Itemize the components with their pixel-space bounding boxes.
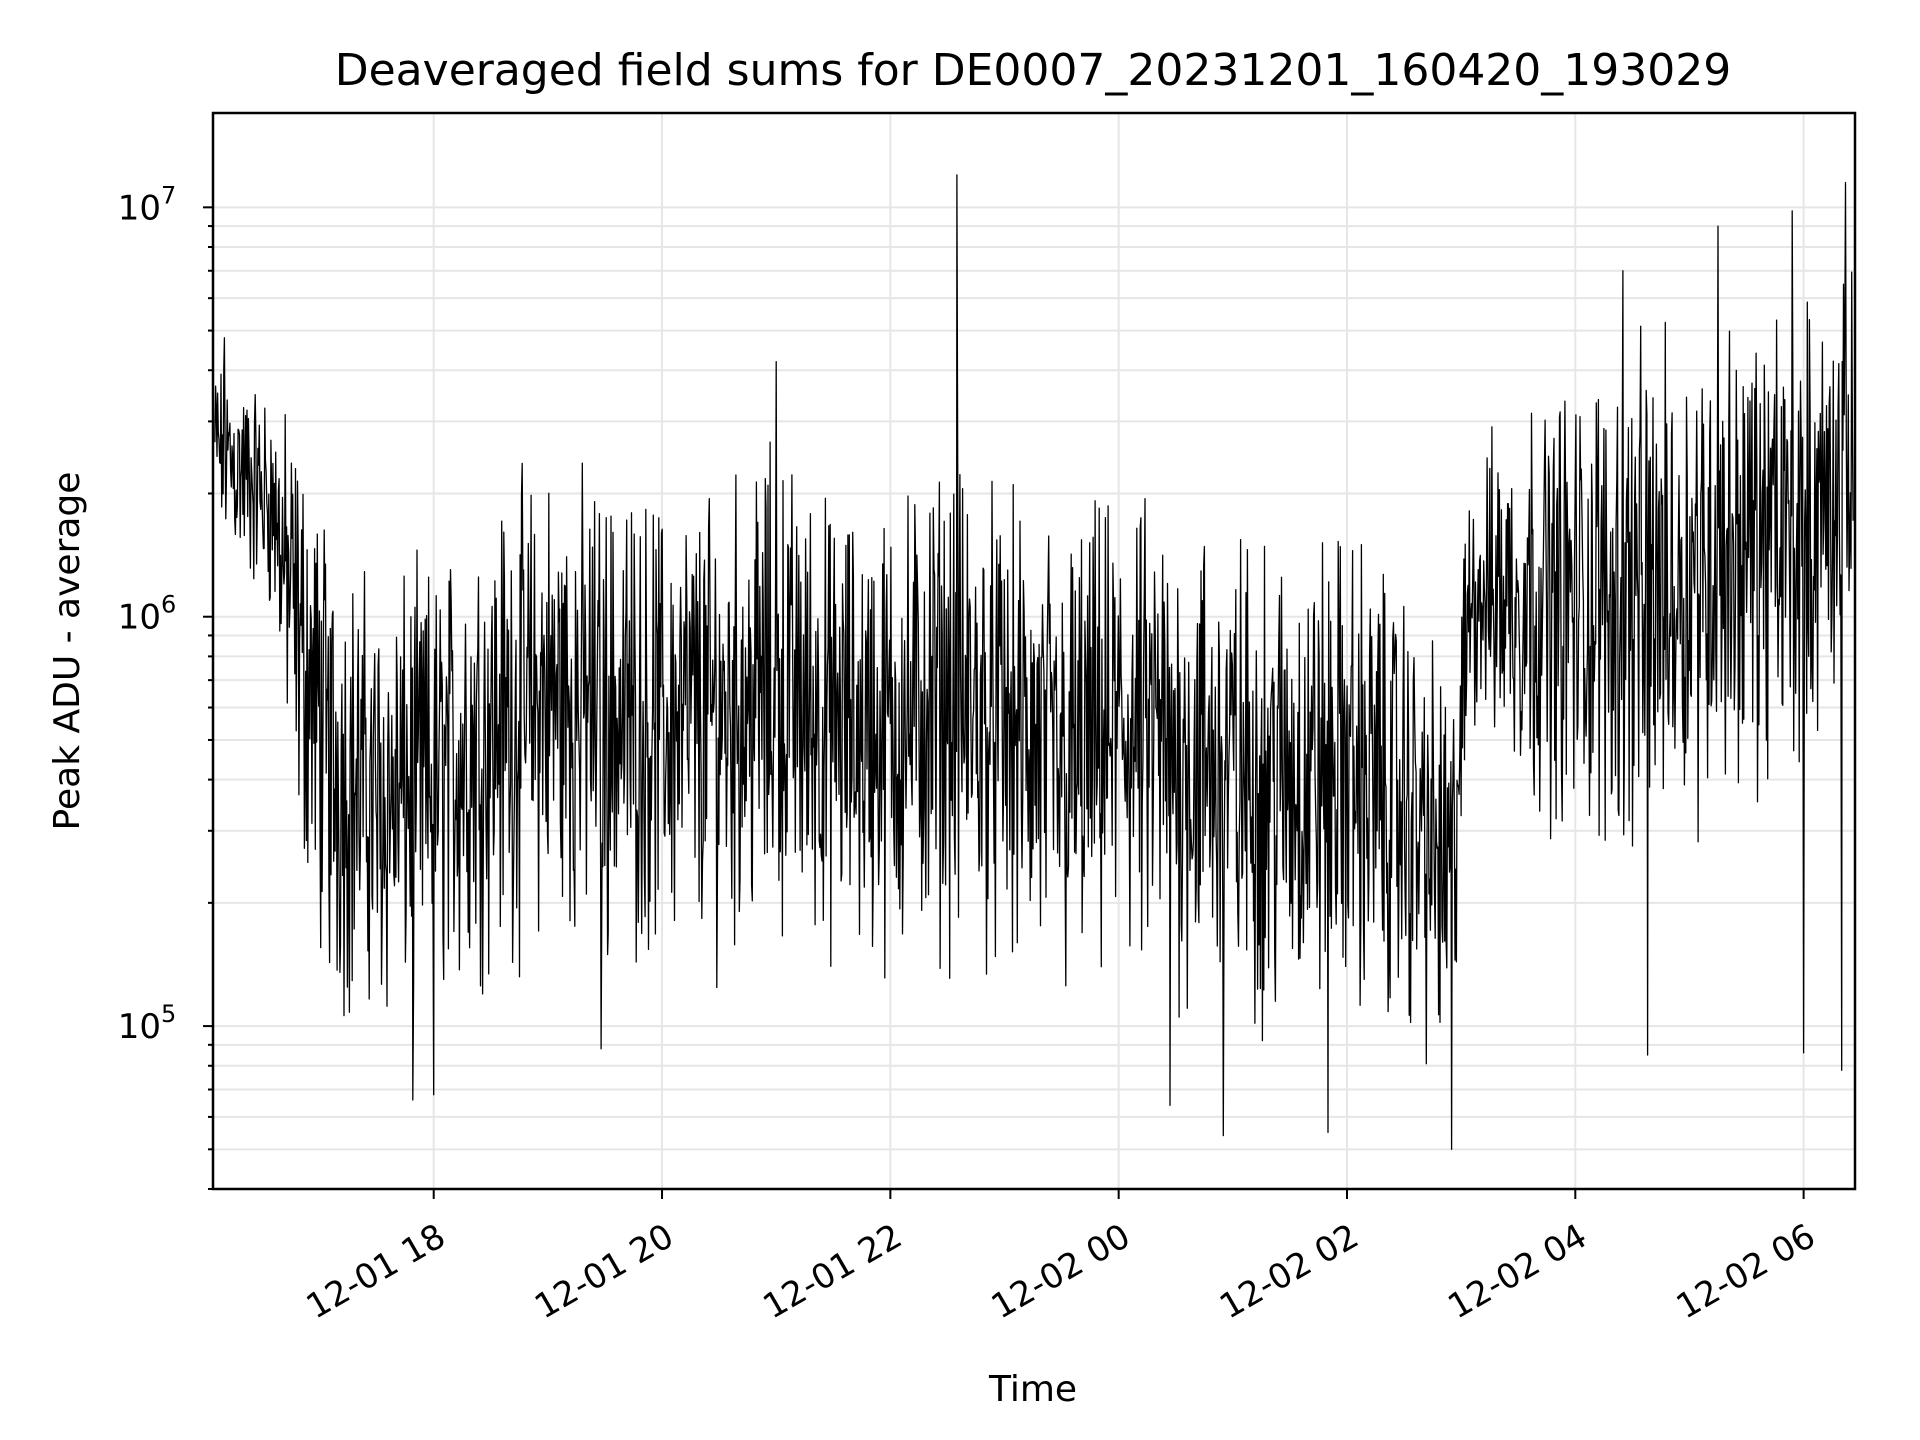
plot-frame	[211, 111, 1857, 1191]
x-tick-label: 12-02 02	[1213, 1216, 1365, 1327]
chart-title: Deaveraged field sums for DE0007_2023120…	[335, 45, 1732, 96]
x-tick-label: 12-02 06	[1670, 1216, 1822, 1327]
y-axis: 105 106 107	[118, 181, 213, 1190]
x-tick-label: 12-01 20	[528, 1216, 680, 1327]
y-axis-label: Peak ADU - average	[47, 472, 88, 831]
x-tick-label: 12-01 22	[756, 1216, 908, 1327]
y-tick-label: 105	[118, 1000, 177, 1047]
x-axis: 12-01 18 12-01 20 12-01 22 12-02 00 12-02 02…	[300, 1189, 1822, 1327]
y-tick-label: 107	[118, 181, 177, 228]
series-line	[214, 174, 1854, 1150]
x-tick-label: 12-01 18	[300, 1216, 452, 1327]
x-axis-label: Time	[988, 1369, 1077, 1410]
y-tick-label: 106	[118, 591, 177, 638]
x-tick-label: 12-02 00	[985, 1216, 1137, 1327]
x-tick-label: 12-02 04	[1441, 1216, 1593, 1327]
plot-area	[214, 174, 1854, 1150]
